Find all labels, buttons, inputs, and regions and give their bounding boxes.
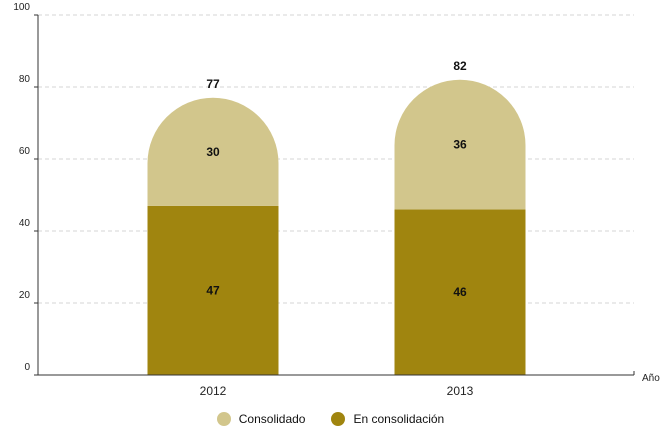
- data-label-en-consolidacion-2013: 46: [453, 285, 467, 299]
- y-tick-label-40: 40: [19, 218, 31, 229]
- data-label-total-2013: 82: [453, 59, 467, 73]
- grid: [38, 14, 634, 304]
- bars: [147, 79, 526, 375]
- bar-consolidado-2012: [147, 97, 279, 206]
- legend-label-consolidado: Consolidado: [238, 412, 306, 426]
- legend-label-en-consolidacion: En consolidación: [353, 412, 445, 426]
- legend-swatch-en-consolidacion: [331, 412, 346, 426]
- x-tick-label-2013: 2013: [447, 384, 474, 398]
- data-label-total-2012: 77: [206, 77, 220, 91]
- legend-item-en-consolidacion: En consolidación: [331, 412, 444, 426]
- y-tick-label-100: 100: [13, 2, 30, 13]
- legend-item-consolidado: Consolidado: [216, 412, 306, 426]
- y-tick-label-60: 60: [19, 146, 31, 157]
- x-tick-label-2012: 2012: [200, 384, 227, 398]
- x-axis-title: Año: [642, 373, 660, 384]
- axes: 0 20 40 60 80 100 Año: [13, 2, 660, 384]
- legend-swatch-consolidado: [216, 412, 231, 426]
- legend: Consolidado En consolidación: [0, 412, 661, 426]
- data-label-en-consolidacion-2012: 47: [206, 283, 220, 297]
- bar-en-consolidacion-2012: [147, 205, 279, 375]
- bar-en-consolidacion-2013: [394, 209, 526, 375]
- bar-consolidado-2013: [394, 79, 526, 210]
- data-label-consolidado-2012: 30: [206, 145, 220, 159]
- y-tick-label-0: 0: [24, 362, 30, 373]
- y-tick-label-20: 20: [19, 290, 31, 301]
- y-tick-label-80: 80: [19, 74, 31, 85]
- data-label-consolidado-2013: 36: [453, 138, 467, 152]
- labels: 47 30 77 2012 46 36 82 2013: [200, 59, 474, 398]
